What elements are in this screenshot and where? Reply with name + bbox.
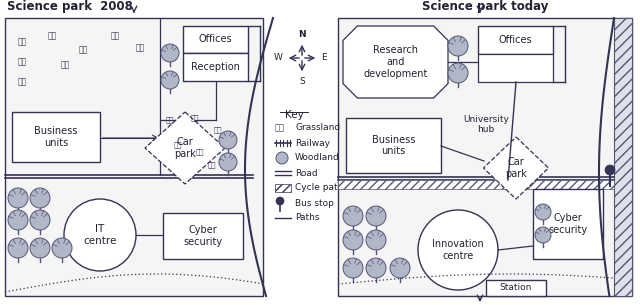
Text: Innovation
centre: Innovation centre [432,239,484,261]
Text: W: W [274,53,283,63]
Text: ᗑᗑ: ᗑᗑ [17,77,27,87]
Text: Science park today: Science park today [422,0,548,13]
Text: ᗑᗑ: ᗑᗑ [110,31,120,41]
Circle shape [366,230,386,250]
Circle shape [535,227,551,243]
Bar [346,118,441,173]
Text: Paths: Paths [295,214,319,223]
Bar [486,280,546,296]
Text: Grassland: Grassland [295,124,340,132]
Text: Business
units: Business units [372,135,415,156]
Bar [338,18,632,296]
Text: ᗑᗑ: ᗑᗑ [208,162,216,168]
Bar [533,189,603,259]
Circle shape [30,210,50,230]
Bar [183,26,248,53]
Circle shape [30,188,50,208]
Circle shape [219,153,237,171]
Text: ᗑᗑ: ᗑᗑ [275,124,285,132]
Text: Offices: Offices [499,35,532,45]
Bar [478,26,553,54]
Text: IT
centre: IT centre [83,224,116,246]
Bar [478,54,553,82]
Circle shape [390,258,410,278]
Text: Offices: Offices [198,34,232,45]
Text: Cyber
security: Cyber security [548,213,588,235]
Text: ᗑᗑ: ᗑᗑ [60,60,70,70]
Text: Science park  2008: Science park 2008 [7,0,133,13]
Text: ᗑᗑ: ᗑᗑ [191,115,199,121]
Circle shape [219,131,237,149]
Text: Reception: Reception [191,62,240,72]
Text: Business
units: Business units [35,126,77,148]
Circle shape [343,258,363,278]
Text: ᗑᗑ: ᗑᗑ [17,58,27,66]
Circle shape [343,230,363,250]
Circle shape [30,238,50,258]
Circle shape [52,238,72,258]
Text: Car
park: Car park [174,137,196,159]
Circle shape [448,63,468,83]
Text: ᗑᗑ: ᗑᗑ [47,31,56,41]
Text: Woodland: Woodland [295,153,340,163]
Circle shape [418,210,498,290]
Bar [5,18,263,296]
Polygon shape [483,137,548,199]
Text: ᗑᗑ: ᗑᗑ [196,149,204,155]
Text: Cyber
security: Cyber security [184,225,223,247]
Text: Railway: Railway [295,138,330,148]
Bar [12,112,100,162]
Text: Bus stop: Bus stop [295,199,334,207]
Text: S: S [299,77,305,86]
Text: Road: Road [295,168,317,178]
Text: Cycle path: Cycle path [295,184,344,192]
Circle shape [276,197,284,205]
Text: E: E [321,53,326,63]
Text: ᗑᗑ: ᗑᗑ [214,127,222,133]
Circle shape [64,199,136,271]
Text: ᗑᗑ: ᗑᗑ [173,142,182,148]
Circle shape [8,210,28,230]
Text: ᗑᗑ: ᗑᗑ [17,38,27,46]
Bar [338,189,614,296]
Text: N: N [298,30,306,39]
Text: Research
and
development: Research and development [364,45,428,79]
Polygon shape [145,112,225,184]
Bar [5,178,263,296]
Bar [338,180,614,189]
Polygon shape [343,26,448,98]
Circle shape [448,36,468,56]
Text: ᗑᗑ: ᗑᗑ [166,117,174,123]
Bar [614,18,632,296]
Circle shape [343,206,363,226]
Circle shape [605,165,615,175]
Circle shape [8,188,28,208]
Circle shape [8,238,28,258]
Text: ᗑᗑ: ᗑᗑ [136,44,145,52]
Circle shape [161,71,179,89]
Text: Car
park: Car park [505,157,527,179]
Circle shape [366,206,386,226]
Text: Key: Key [285,110,303,120]
Text: University
hub: University hub [463,115,509,135]
Circle shape [161,44,179,62]
Circle shape [276,152,288,164]
Text: ᗑᗑ: ᗑᗑ [78,45,88,55]
Text: Station: Station [500,284,532,292]
Bar [163,213,243,259]
Bar [183,53,248,81]
Circle shape [535,204,551,220]
Circle shape [366,258,386,278]
Bar [275,184,291,192]
